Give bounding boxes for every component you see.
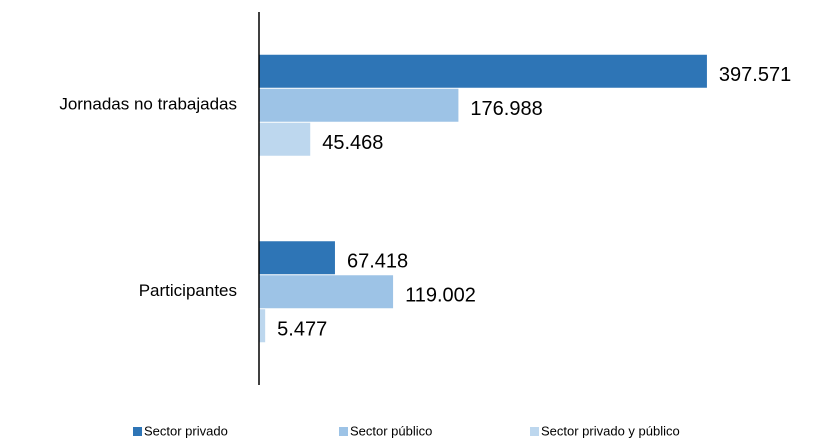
legend-label: Sector público <box>350 423 432 438</box>
category-label: Jornadas no trabajadas <box>59 95 237 114</box>
value-label: 67.418 <box>347 251 408 273</box>
bar <box>259 88 459 122</box>
legend-label: Sector privado <box>144 423 228 438</box>
legend-swatch <box>339 427 348 436</box>
value-label: 45.468 <box>322 132 383 154</box>
legend-swatch <box>133 427 142 436</box>
legend-label: Sector privado y público <box>541 423 680 438</box>
value-label: 5.477 <box>277 319 327 341</box>
value-label: 397.571 <box>719 64 791 86</box>
value-label: 176.988 <box>470 98 542 120</box>
category-label: Participantes <box>139 281 237 300</box>
bar <box>259 122 311 156</box>
legend-swatch <box>530 427 539 436</box>
bar <box>259 241 335 275</box>
bar <box>259 275 394 309</box>
value-label: 119.002 <box>405 285 476 307</box>
bar <box>259 54 707 88</box>
bar <box>259 309 266 343</box>
